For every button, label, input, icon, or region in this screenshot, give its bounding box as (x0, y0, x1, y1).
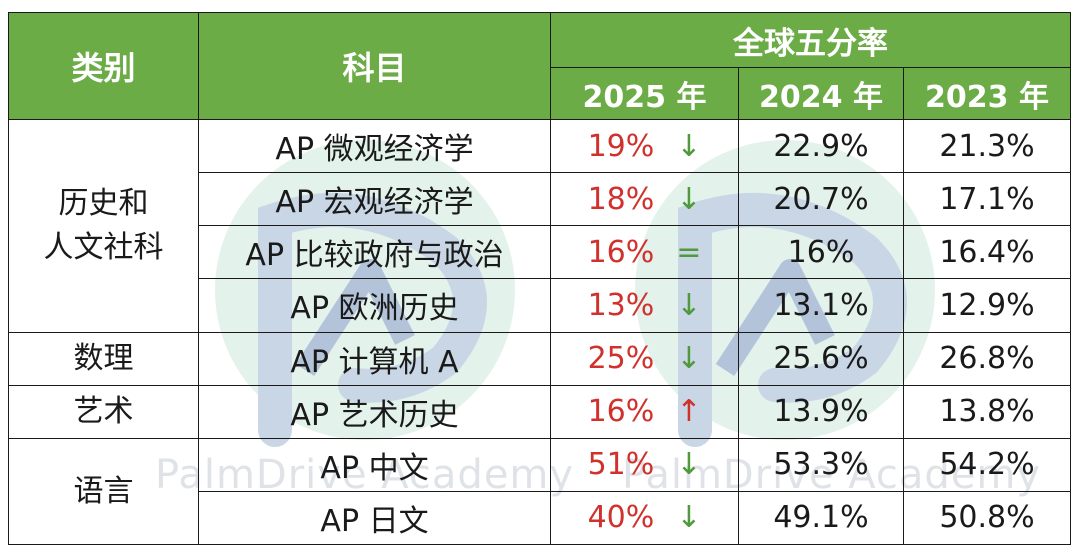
header-subject: 科目 (198, 12, 551, 120)
rate-2024-cell: 53.3% (738, 437, 904, 492)
rate-2023-cell: 50.8% (903, 490, 1071, 546)
trend-equal-icon: = (676, 234, 702, 270)
rate-2023-cell: 21.3% (903, 118, 1071, 174)
category-cell: 历史和 人文社科 (8, 119, 199, 333)
rate-2025-cell: 51% ↓ (550, 437, 739, 492)
ap-pass-rate-table: 类别 科目 全球五分率 2025 年 2024 年 2023 年 历史和 人文社… (8, 12, 1071, 546)
rate-2025-value: 16% (587, 234, 655, 270)
rate-2025-value: 40% (587, 500, 655, 536)
table-row: 艺术 AP 艺术历史 16% ↑ 13.9% 13.8% (8, 384, 1071, 439)
table-row: 历史和 人文社科 AP 微观经济学 19% ↓ 22.9% 21.3% (8, 118, 1071, 333)
table-row: AP 日文 40% ↓ 49.1% 50.8% (9, 490, 1071, 546)
rate-2025-value: 13% (587, 287, 655, 323)
rate-2025-value: 18% (587, 181, 655, 217)
rate-2024-cell: 25.6% (738, 331, 904, 386)
trend-down-icon: ↓ (676, 341, 702, 377)
category-cell: 艺术 (8, 384, 199, 439)
rate-2023-cell: 13.8% (903, 384, 1071, 439)
rate-2025-cell: 16% ↑ (550, 384, 739, 439)
category-label: 语言 (73, 473, 134, 509)
header-category: 类别 (8, 12, 199, 120)
rate-2025-value: 19% (587, 128, 655, 164)
header-year-2024: 2024 年 (738, 67, 904, 120)
rate-2024-cell: 16% (738, 225, 904, 280)
rate-2023-cell: 16.4% (903, 225, 1071, 280)
category-label: 数理 (73, 340, 134, 376)
subject-cell: AP 比较政府与政治 (198, 225, 551, 280)
rate-2025-value: 25% (587, 341, 655, 377)
subject-cell: AP 日文 (198, 490, 551, 546)
trend-down-icon: ↓ (676, 287, 702, 323)
rate-2025-value: 16% (587, 394, 655, 430)
rate-2025-cell: 40% ↓ (550, 490, 739, 546)
category-cell: 数理 (8, 331, 199, 386)
rate-2023-cell: 54.2% (903, 437, 1071, 492)
rate-2025-cell: 19% ↓ (550, 118, 739, 174)
rate-2023-cell: 26.8% (903, 331, 1071, 386)
category-cell: 语言 (8, 437, 199, 546)
trend-down-icon: ↓ (676, 500, 702, 536)
trend-down-icon: ↓ (676, 447, 702, 483)
subject-cell: AP 中文 (198, 437, 551, 492)
rate-2024-cell: 13.9% (738, 384, 904, 439)
trend-down-icon: ↓ (676, 181, 702, 217)
subject-cell: AP 计算机 A (198, 331, 551, 386)
subject-cell: AP 欧洲历史 (198, 278, 551, 333)
header-year-2025: 2025 年 (550, 67, 739, 120)
category-label: 艺术 (73, 393, 134, 429)
header-global-five-rate: 全球五分率 (550, 12, 1071, 68)
rate-2024-cell: 22.9% (738, 118, 904, 174)
rate-2023-cell: 17.1% (903, 172, 1071, 227)
subject-cell: AP 宏观经济学 (198, 172, 551, 227)
subject-cell: AP 艺术历史 (198, 384, 551, 439)
subject-cell: AP 微观经济学 (198, 118, 551, 174)
rate-2024-cell: 20.7% (738, 172, 904, 227)
table-row: 语言 AP 中文 51% ↓ 53.3% 54.2% (8, 437, 1071, 546)
table-row: 数理 AP 计算机 A 25% ↓ 25.6% 26.8% (8, 331, 1071, 386)
rate-2025-cell: 16% = (550, 225, 739, 280)
rate-2023-cell: 12.9% (903, 278, 1071, 333)
rate-2025-cell: 18% ↓ (550, 172, 739, 227)
header-year-2023: 2023 年 (903, 67, 1071, 120)
rate-2025-value: 51% (587, 447, 655, 483)
category-label: 人文社科 (43, 229, 164, 265)
trend-up-icon: ↑ (676, 394, 702, 430)
rate-2024-cell: 13.1% (738, 278, 904, 333)
rate-2025-cell: 13% ↓ (550, 278, 739, 333)
category-label: 历史和 (58, 186, 149, 222)
rate-2025-cell: 25% ↓ (550, 331, 739, 386)
rate-2024-cell: 49.1% (738, 490, 904, 546)
trend-down-icon: ↓ (676, 128, 702, 164)
